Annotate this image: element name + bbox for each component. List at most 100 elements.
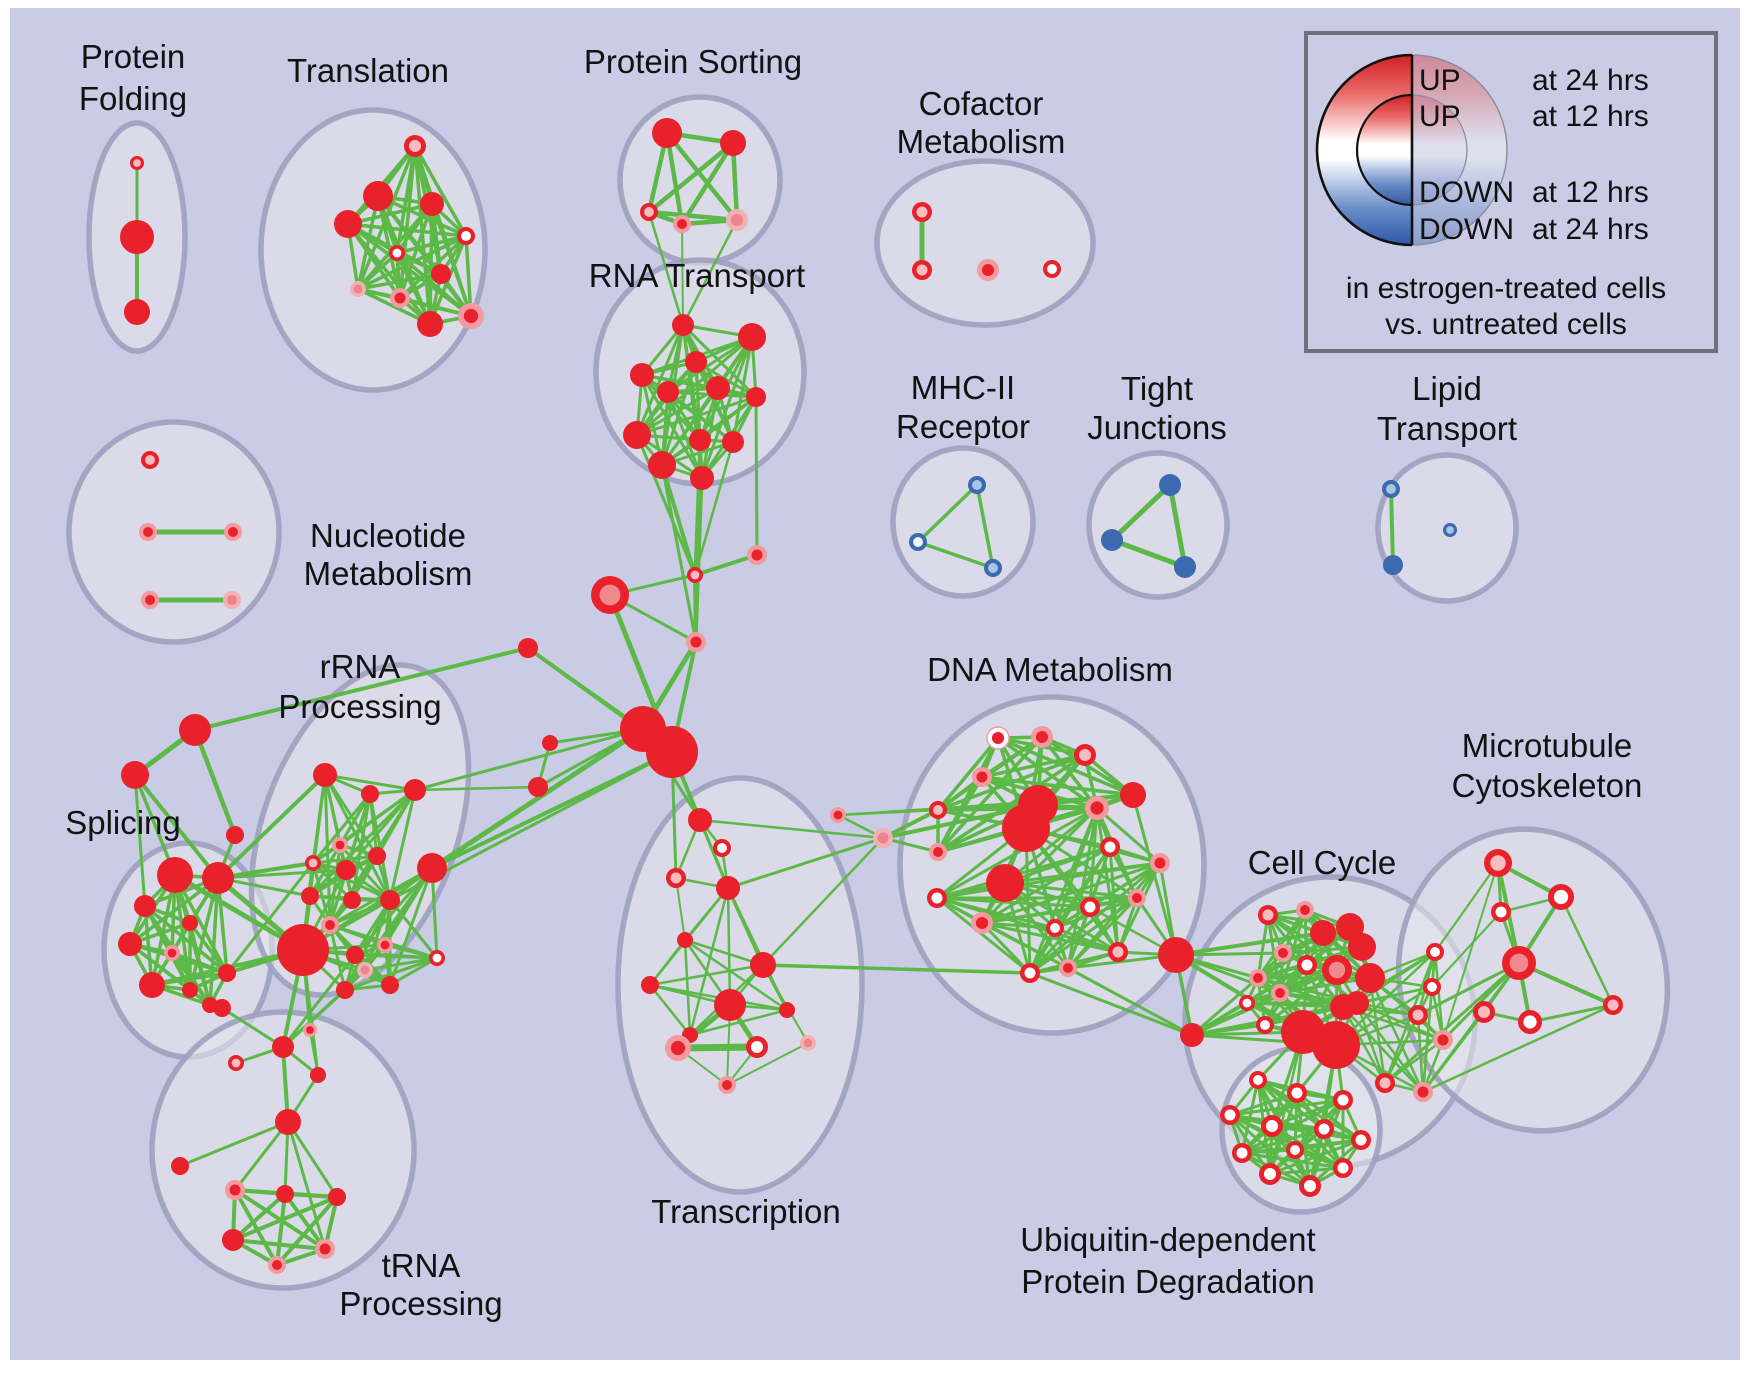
edge [1089,861,1161,909]
node-h [1433,1030,1453,1050]
cluster-label-protein-sorting: Protein Sorting [584,43,802,80]
edge [648,209,738,223]
node-r [361,785,379,803]
node-r [277,924,329,976]
edge [275,1193,287,1266]
node-r [685,351,707,373]
edge [283,1192,327,1251]
cluster-label-protein-folding: Protein [81,38,186,75]
cluster-ellipse-cofactor-metabolism [874,158,1096,328]
cluster-label-dna-metabolism: DNA Metabolism [927,651,1173,688]
node-r [623,421,651,449]
node-r [657,381,679,403]
node-rp [141,451,159,469]
edge [384,943,438,960]
node-r [226,826,244,844]
node-rw [1286,1141,1304,1159]
edge [1028,905,1092,975]
node-h [268,1256,286,1274]
edge [1175,931,1324,957]
node-rp [666,868,686,888]
node-r [750,952,776,978]
edge [981,861,1161,925]
edge [688,887,730,1036]
node-bl [1382,480,1400,498]
edge [225,862,315,974]
cluster-label-cofactor-metabolism: Cofactor [919,85,1044,122]
edge [1421,1011,1486,1093]
node-h [224,523,242,541]
node-r [1355,963,1385,993]
cluster-label-microtubule-cytoskeleton: Cytoskeleton [1452,767,1643,804]
edge [975,484,995,569]
edge [344,956,438,992]
node-rw [927,888,947,908]
edge [675,877,686,941]
node-r [310,1067,326,1083]
node-rw [1351,1130,1371,1150]
node-h [1296,901,1314,919]
edge [389,956,438,987]
node-h [458,303,484,329]
edge [1422,1003,1614,1094]
node-h [1059,959,1077,977]
node-r [417,311,443,337]
node-bw [909,533,927,551]
cluster-label-nucleotide-metabolism: Nucleotide [310,517,466,554]
cluster-ellipse-trna-processing [149,1009,417,1291]
edge [150,874,177,986]
edge [133,773,220,880]
edge [233,1189,279,1266]
node-r [714,989,746,1021]
node-rw [1261,1115,1283,1137]
edge [1241,1127,1325,1155]
node-r [518,638,538,658]
node-rp [1108,942,1128,962]
legend-fade-right-inner [1412,95,1467,205]
edge [357,287,431,326]
edge [684,938,764,967]
edge [1416,1014,1425,1093]
node-h [1249,969,1267,987]
edge [364,956,438,972]
node-r [1158,937,1194,973]
edge [1256,914,1270,979]
node-r [746,387,766,407]
edge [1110,483,1172,542]
edge [1434,862,1499,953]
edge [1131,794,1178,956]
node-p [350,281,366,297]
edge [395,251,473,318]
cluster-label-microtubule-cytoskeleton: Microtubule [1462,727,1633,764]
edge [1191,976,1259,1037]
node-bl [968,476,986,494]
node-rw [457,227,475,245]
node-b [1101,529,1123,551]
cluster-ellipse-protein-sorting [617,94,783,266]
node-r [420,192,444,216]
node-rp [1408,1005,1428,1025]
node-h [164,945,180,961]
node-rs [1322,955,1352,985]
edge [694,477,704,643]
edge [1369,977,1444,1041]
node-rp [912,202,932,222]
edge [232,1238,326,1251]
node-h [929,843,947,861]
node-rw [1100,837,1120,857]
node-p [726,209,748,231]
cluster-label-rrna-processing: rRNA [320,648,401,685]
node-rw [1297,955,1317,975]
edge [936,896,1031,975]
edge [1029,896,1138,975]
edge [1175,953,1281,995]
node-r [139,972,165,998]
edge [347,202,433,226]
node-r [275,1109,301,1135]
node-h [139,523,157,541]
node-r [179,714,211,746]
edge [1067,966,1193,1037]
cluster-label-cell-cycle: Cell Cycle [1248,844,1397,881]
node-r [272,1036,294,1058]
cluster-label-tight-junctions: Tight [1121,370,1193,407]
